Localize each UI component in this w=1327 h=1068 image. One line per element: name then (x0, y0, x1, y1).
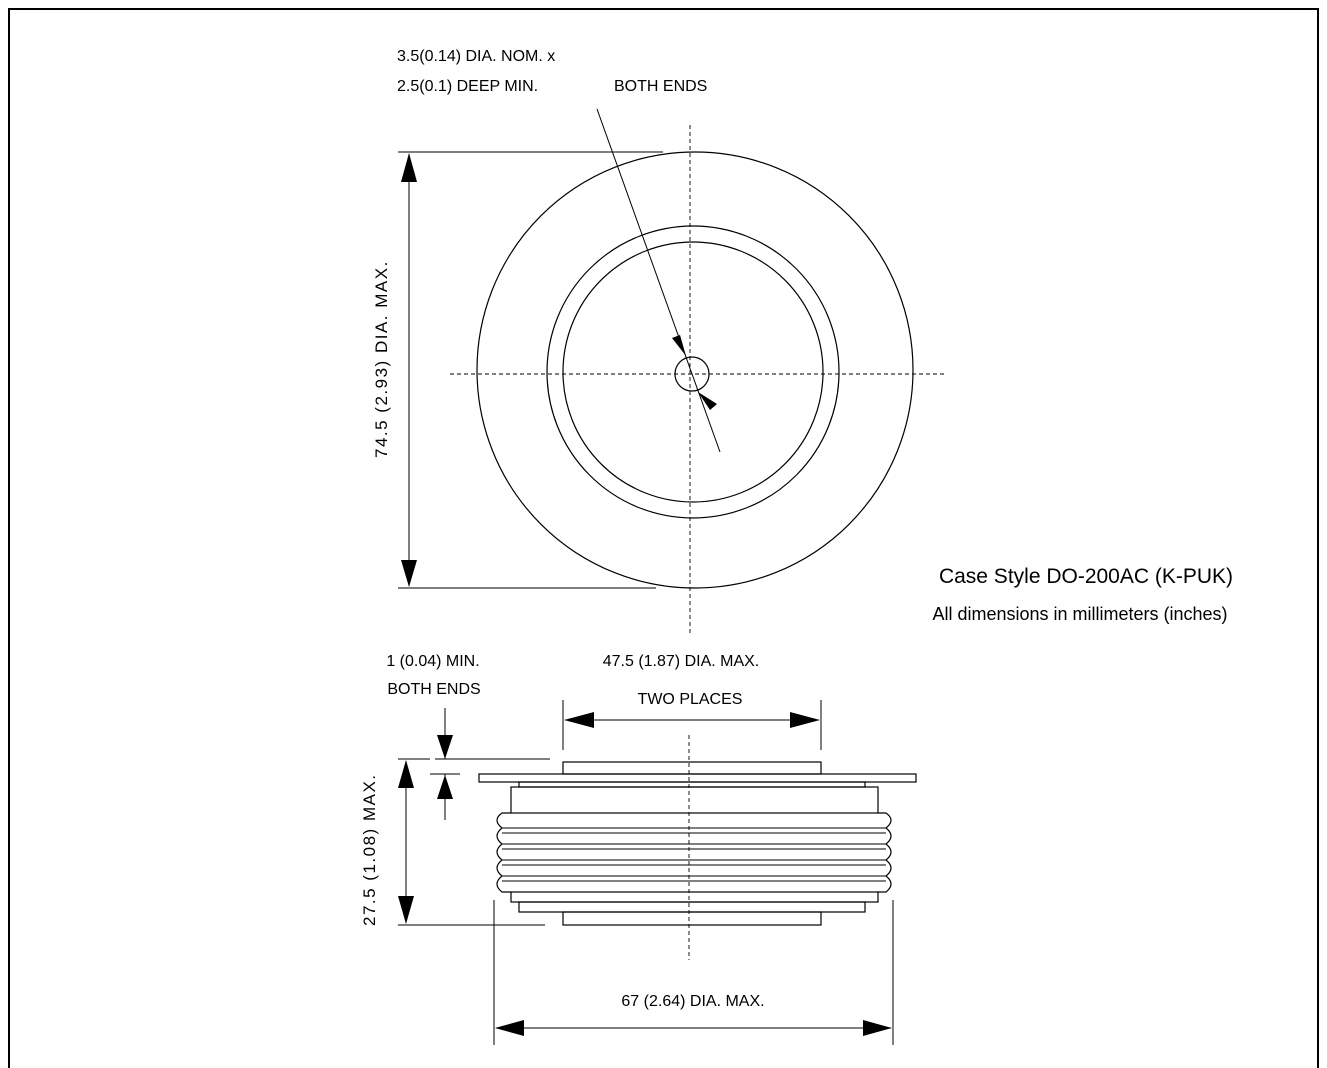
insulator-left-profile (496, 812, 511, 893)
min-arrow-up (437, 775, 453, 799)
units-note: All dimensions in millimeters (inches) (932, 604, 1227, 624)
outer-dia-label: 74.5 (2.93) DIA. MAX. (372, 260, 391, 458)
upper-body (510, 786, 879, 814)
body-dia-label: 67 (2.64) DIA. MAX. (621, 993, 764, 1010)
two-places-label: TWO PLACES (638, 691, 743, 708)
centering-hole-circle (674, 356, 710, 392)
min-arrow-down (437, 735, 453, 759)
drawing-border (8, 8, 1319, 1068)
pole-face-inner-circle (562, 241, 824, 503)
hole-note-both-ends: BOTH ENDS (614, 78, 707, 95)
hole-arrow-lower (698, 392, 717, 410)
height-arrow-bottom (398, 896, 414, 924)
dia-arrow-top (401, 153, 417, 182)
hole-note-line1: 3.5(0.14) DIA. NOM. x (397, 48, 555, 65)
insulator-right-profile (878, 812, 892, 893)
lower-step (518, 901, 866, 913)
lower-body (510, 891, 879, 903)
body-dia-arrow-left (495, 1020, 524, 1036)
flange (478, 773, 917, 783)
case-style-title: Case Style DO-200AC (K-PUK) (939, 565, 1233, 588)
pole-dia-arrow-left (564, 712, 594, 728)
dia-arrow-bottom (401, 560, 417, 587)
height-label: 27.5 (1.08) MAX. (360, 773, 379, 926)
bottom-pole-face (562, 911, 822, 926)
upper-step (518, 781, 866, 788)
hole-note-line2: 2.5(0.1) DEEP MIN. (397, 78, 538, 95)
top-view (398, 108, 944, 635)
top-pole-face (562, 761, 822, 775)
side-view (398, 700, 917, 1045)
min-label-line1: 1 (0.04) MIN. (386, 653, 479, 670)
hole-arrow-upper (672, 335, 686, 356)
outer-flange-circle (476, 151, 914, 589)
min-label-line2: BOTH ENDS (387, 681, 480, 698)
height-arrow-top (398, 760, 414, 788)
pole-dia-arrow-right (790, 712, 820, 728)
body-dia-arrow-right (863, 1020, 892, 1036)
pole-face-outer-circle (546, 225, 840, 519)
pole-dia-label: 47.5 (1.87) DIA. MAX. (603, 653, 760, 670)
hole-leader-line (596, 108, 721, 453)
